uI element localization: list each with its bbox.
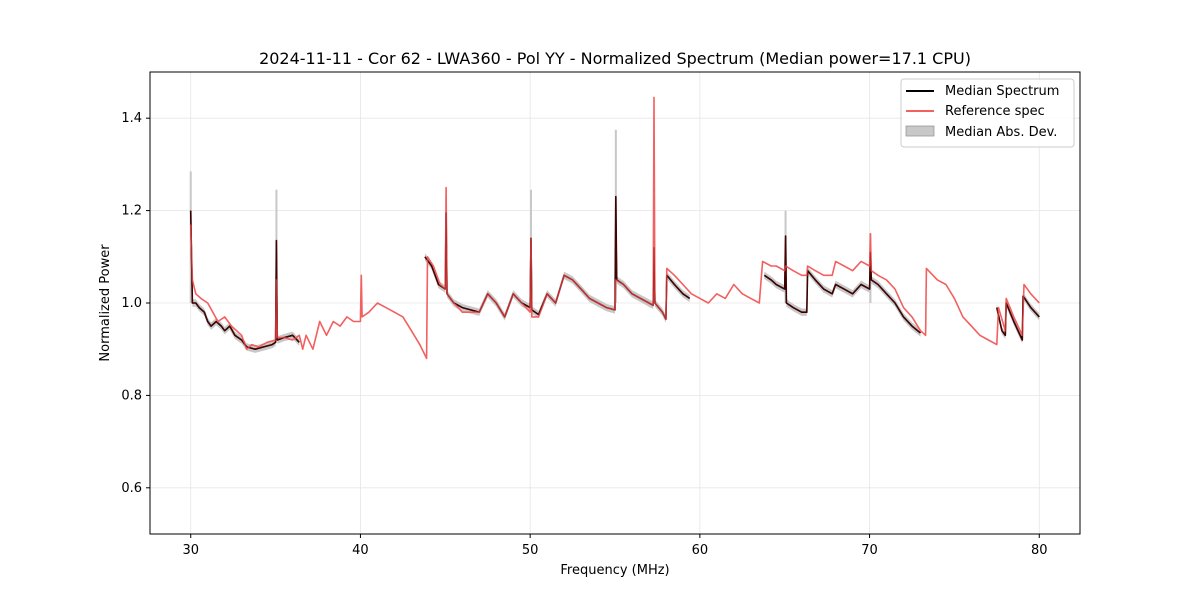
y-tick-label: 1.4 bbox=[121, 111, 142, 126]
overlap-line bbox=[190, 210, 300, 350]
data-series bbox=[189, 96, 1040, 360]
legend: Median Spectrum Reference spec Median Ab… bbox=[900, 78, 1075, 148]
legend-label-median: Median Spectrum bbox=[945, 84, 1059, 99]
legend-box bbox=[900, 78, 1075, 148]
axis-ticks: 30 40 50 60 70 80 0.6 0.8 1.0 1.2 1.4 bbox=[121, 111, 1047, 558]
x-tick-label: 70 bbox=[861, 543, 878, 558]
mad-band bbox=[764, 232, 921, 337]
y-axis-label: Normalized Power bbox=[98, 244, 113, 362]
y-tick-label: 0.6 bbox=[121, 481, 142, 496]
x-tick-label: 30 bbox=[182, 543, 199, 558]
x-tick-label: 40 bbox=[352, 543, 369, 558]
y-tick-label: 1.2 bbox=[121, 204, 142, 219]
legend-label-reference: Reference spec bbox=[945, 104, 1045, 119]
legend-swatch-mad bbox=[905, 125, 935, 137]
overlap-line bbox=[763, 235, 921, 334]
legend-label-mad: Median Abs. Dev. bbox=[945, 125, 1057, 140]
overlap-line bbox=[996, 295, 1040, 341]
x-tick-label: 50 bbox=[522, 543, 539, 558]
x-axis-label: Frequency (MHz) bbox=[560, 563, 669, 578]
x-tick-label: 80 bbox=[1031, 543, 1048, 558]
chart-title: 2024-11-11 - Cor 62 - LWA360 - Pol YY - … bbox=[259, 49, 971, 68]
y-tick-label: 1.0 bbox=[121, 296, 142, 311]
x-tick-label: 60 bbox=[692, 543, 709, 558]
overlap-line bbox=[424, 196, 691, 320]
y-tick-label: 0.8 bbox=[121, 388, 142, 403]
